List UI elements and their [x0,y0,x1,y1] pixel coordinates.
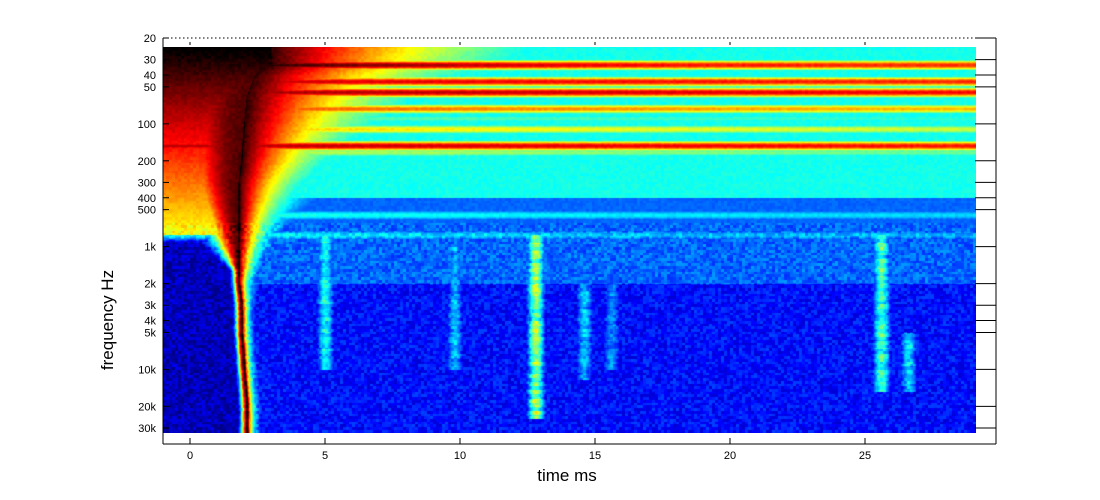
x-axis-title: time ms [537,466,597,485]
y-tick-label: 30 [144,55,156,67]
y-tick-label: 3k [144,300,156,312]
y-axis-title: frequency Hz [98,270,117,370]
y-tick-label: 200 [138,156,156,168]
y-tick-label: 300 [138,177,156,189]
y-tick-label: 100 [138,119,156,131]
axes-frame [162,37,997,445]
x-tick-label: 15 [589,450,601,462]
y-tick-label: 5k [144,327,156,339]
y-tick-label: 50 [144,82,156,94]
heatmap-area [163,47,976,433]
y-tick-label: 4k [144,316,156,328]
heatmap-canvas [163,47,976,433]
y-tick-label: 1k [144,242,156,254]
x-tick-label: 5 [322,450,328,462]
y-tick-label: 10k [138,364,156,376]
y-tick-label: 20k [138,401,156,413]
x-tick-label: 20 [724,450,736,462]
x-tick-label: 25 [859,450,871,462]
x-axis: 0 5 10 15 20 25 [187,42,871,462]
y-tick-label: 500 [138,205,156,217]
x-tick-label: 0 [187,450,193,462]
y-tick-label: 30k [138,423,156,435]
y-tick-label: 2k [144,279,156,291]
x-tick-label: 10 [454,450,466,462]
y-tick-label: 400 [138,193,156,205]
y-tick-label: 40 [144,70,156,82]
y-tick-label: 20 [144,33,156,45]
